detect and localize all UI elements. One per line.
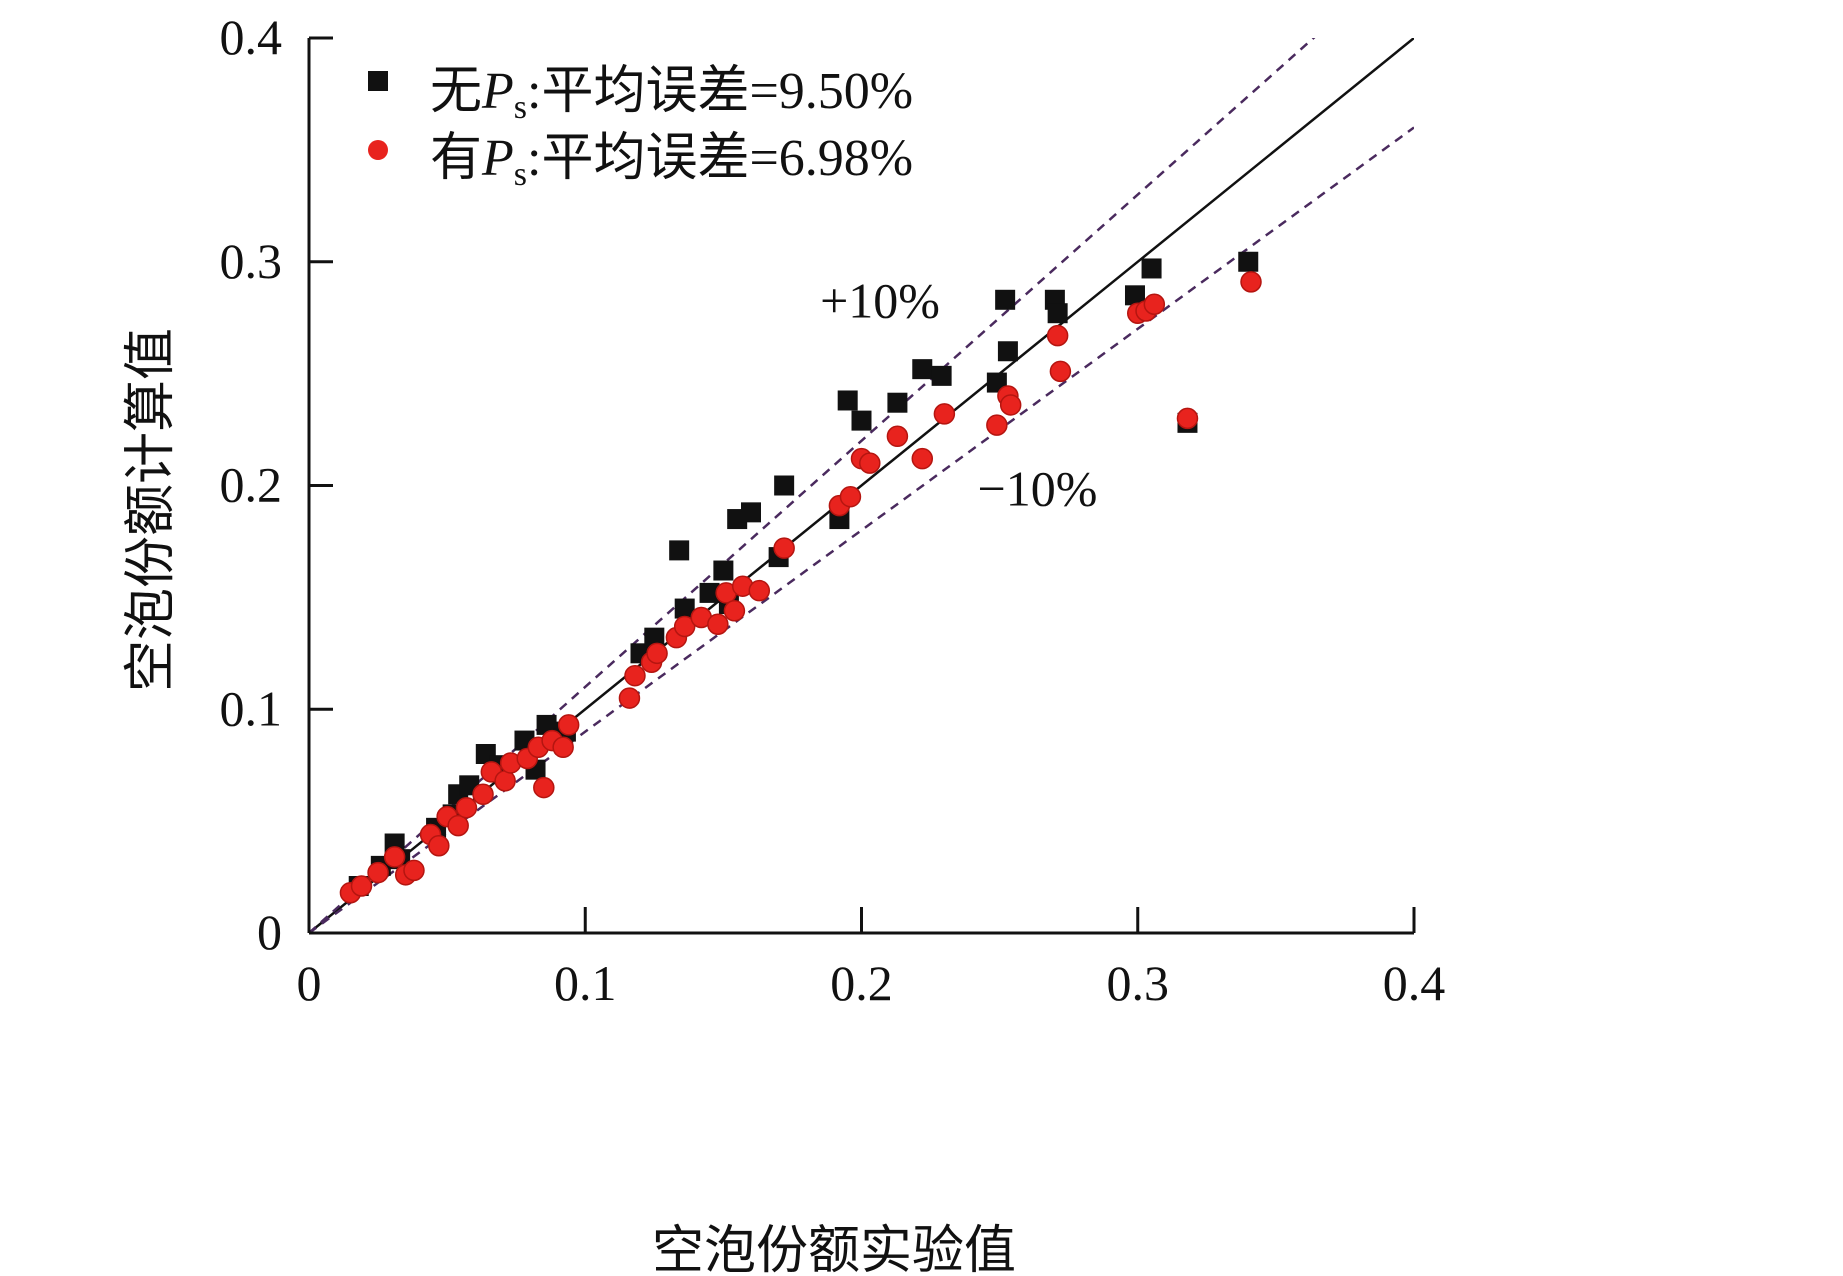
x-tick-label: 0.3 bbox=[1107, 955, 1170, 1011]
y-tick-label: 0 bbox=[257, 904, 282, 960]
data-point-circle bbox=[624, 664, 646, 687]
data-point-square bbox=[669, 540, 690, 561]
reference-line-minus-10 bbox=[309, 126, 1414, 933]
data-point-square bbox=[997, 341, 1018, 362]
data-point-circle bbox=[748, 579, 771, 602]
data-point-circle bbox=[367, 861, 389, 884]
data-point-square bbox=[741, 502, 761, 523]
data-point-circle bbox=[618, 687, 641, 709]
data-point-square bbox=[912, 359, 933, 380]
data-point-circle bbox=[859, 452, 881, 474]
reference-line-1-to-1 bbox=[309, 38, 1414, 933]
data-point-circle bbox=[673, 615, 696, 638]
y-tick-label: 0.1 bbox=[220, 680, 283, 736]
x-tick-label: 0 bbox=[297, 955, 322, 1011]
data-point-circle bbox=[533, 776, 555, 799]
data-point-square bbox=[1238, 251, 1259, 272]
y-tick-label: 0.2 bbox=[220, 457, 283, 513]
legend-marker-square bbox=[368, 71, 388, 91]
data-point-square bbox=[931, 365, 952, 386]
data-point-square bbox=[774, 475, 795, 496]
data-point-circle bbox=[552, 736, 574, 759]
data-point-circle bbox=[447, 814, 469, 837]
data-point-square bbox=[851, 410, 872, 431]
legend: 无Ps:平均误差=9.50% 有Ps:平均误差=6.98% bbox=[368, 63, 913, 193]
legend-label-without-ps: 无Ps:平均误差=9.50% bbox=[430, 63, 913, 126]
data-point-square bbox=[1141, 258, 1162, 279]
data-point-circle bbox=[383, 846, 406, 868]
plus-10-percent-label: +10% bbox=[820, 273, 940, 329]
data-point-circle bbox=[839, 485, 862, 508]
data-point-circle bbox=[911, 447, 934, 470]
data-point-circle bbox=[933, 403, 956, 425]
data-point-square bbox=[1124, 285, 1145, 306]
data-point-circle bbox=[350, 875, 373, 897]
data-point-circle bbox=[773, 537, 795, 559]
x-tick-label: 0.1 bbox=[554, 955, 617, 1011]
data-point-square bbox=[995, 289, 1016, 310]
data-point-circle bbox=[723, 600, 746, 622]
legend-marker-circle bbox=[368, 140, 388, 160]
data-point-circle bbox=[707, 613, 729, 635]
data-point-circle bbox=[1240, 271, 1262, 293]
data-point-square bbox=[837, 390, 858, 411]
data-point-circle bbox=[1046, 324, 1069, 347]
data-point-square bbox=[887, 392, 908, 413]
data-point-circle bbox=[1049, 360, 1072, 383]
data-point-square bbox=[1047, 303, 1068, 324]
x-tick-label: 0.2 bbox=[830, 955, 893, 1011]
data-point-circle bbox=[886, 425, 909, 448]
data-point-circle bbox=[999, 394, 1022, 416]
x-axis-label: 空泡份额实验值 bbox=[652, 1223, 1016, 1276]
y-axis-ticks: 0 0.1 0.2 0.3 0.4 bbox=[220, 9, 333, 960]
data-point-square bbox=[699, 582, 720, 603]
data-point-circle bbox=[403, 859, 425, 882]
data-point-circle bbox=[646, 642, 668, 665]
data-point-circle bbox=[986, 414, 1008, 436]
data-point-square bbox=[674, 598, 695, 619]
x-axis-ticks: 0 0.1 0.2 0.3 0.4 bbox=[297, 907, 1446, 1011]
series-with-ps bbox=[339, 271, 1262, 904]
data-point-circle bbox=[557, 714, 580, 736]
data-point-circle bbox=[455, 796, 478, 819]
x-tick-label: 0.4 bbox=[1383, 955, 1446, 1011]
data-point-circle bbox=[472, 783, 494, 806]
legend-label-with-ps: 有Ps:平均误差=6.98% bbox=[430, 130, 913, 193]
data-point-circle bbox=[1143, 293, 1166, 316]
data-point-circle bbox=[428, 834, 450, 857]
data-point-circle bbox=[1176, 407, 1199, 430]
data-point-circle bbox=[494, 770, 516, 792]
y-axis-label: 空泡份额计算值 bbox=[123, 328, 180, 692]
minus-10-percent-label: −10% bbox=[978, 461, 1098, 517]
y-tick-label: 0.3 bbox=[220, 233, 283, 289]
data-point-square bbox=[713, 560, 734, 581]
data-point-square bbox=[644, 627, 665, 648]
y-tick-label: 0.4 bbox=[220, 9, 283, 65]
